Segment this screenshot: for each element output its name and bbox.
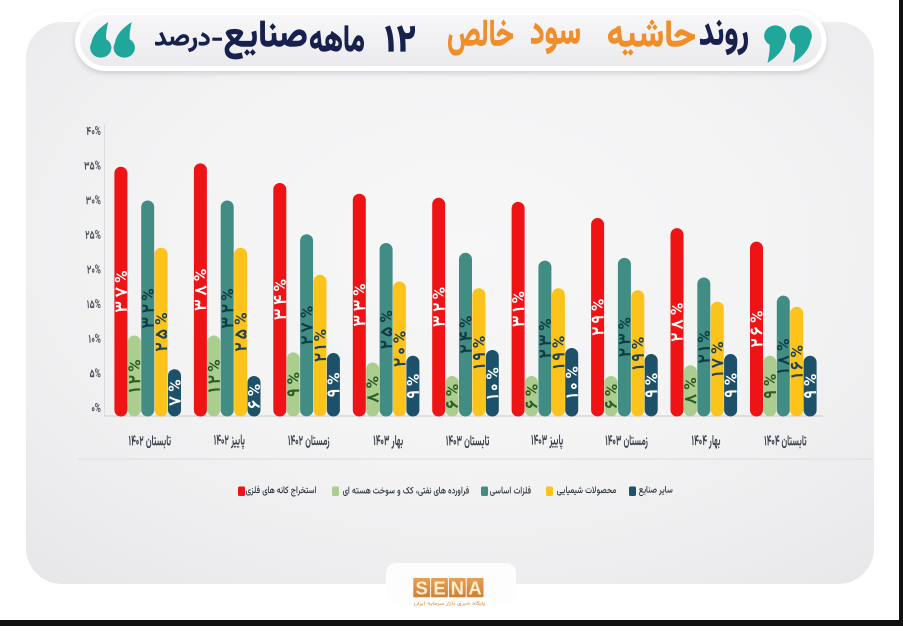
svg-text:E: E xyxy=(433,578,445,599)
svg-text:S: S xyxy=(416,578,428,599)
svg-text:A: A xyxy=(468,578,481,599)
svg-text:N: N xyxy=(451,578,464,599)
